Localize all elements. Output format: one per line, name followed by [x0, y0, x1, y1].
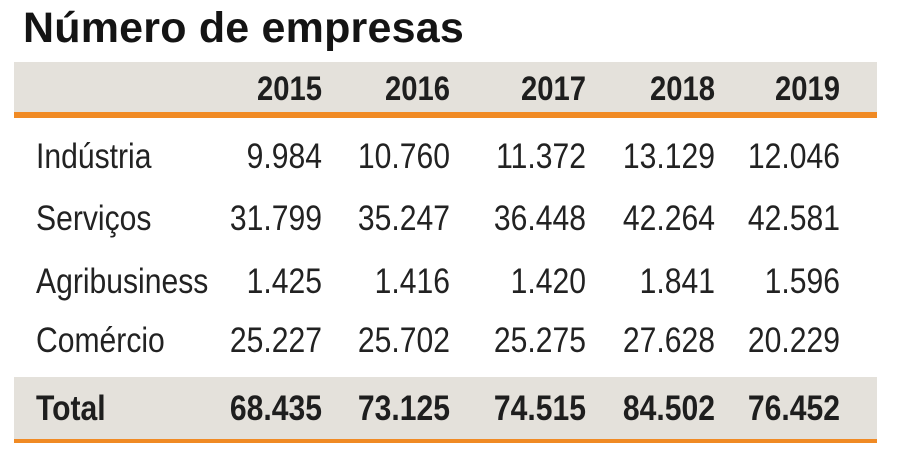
table-row-servicos: Serviços 31.799 35.247 36.448 42.264 42.…: [14, 194, 877, 244]
total-cell: 84.502: [622, 389, 715, 428]
year-header-2017: 2017: [520, 70, 586, 108]
row-label: Agribusiness: [36, 262, 209, 301]
total-cell: 68.435: [229, 389, 322, 428]
table-cell: 1.596: [764, 262, 840, 301]
table-row-agribusiness: Agribusiness 1.425 1.416 1.420 1.841 1.5…: [14, 257, 877, 307]
year-header-2019: 2019: [774, 70, 840, 108]
year-header-2015: 2015: [256, 70, 322, 108]
table-cell: 31.799: [229, 199, 322, 238]
table-cell: 12.046: [747, 137, 840, 176]
table-cell: 42.264: [622, 199, 715, 238]
bottom-orange-rule: [14, 439, 877, 443]
header-orange-rule: [14, 112, 877, 118]
table-cell: 36.448: [493, 199, 586, 238]
table-row-total: Total 68.435 73.125 74.515 84.502 76.452: [14, 384, 877, 434]
table-cell: 10.760: [357, 137, 450, 176]
table-header-row: 2015 2016 2017 2018 2019: [14, 64, 877, 114]
page-title: Número de empresas: [23, 4, 464, 52]
table-cell: 1.841: [639, 262, 715, 301]
year-header-2018: 2018: [649, 70, 715, 108]
table-cell: 1.416: [374, 262, 450, 301]
row-label: Comércio: [36, 321, 165, 360]
table-row-comercio: Comércio 25.227 25.702 25.275 27.628 20.…: [14, 316, 877, 366]
table-cell: 1.420: [510, 262, 586, 301]
table-cell: 1.425: [246, 262, 322, 301]
header-band: [14, 62, 877, 112]
total-label: Total: [36, 389, 106, 428]
table-cell: 11.372: [496, 137, 586, 176]
total-cell: 74.515: [493, 389, 586, 428]
table-cell: 27.628: [622, 321, 715, 360]
table-cell: 13.129: [622, 137, 715, 176]
total-band: [14, 377, 877, 439]
table-cell: 25.702: [357, 321, 450, 360]
total-cell: 76.452: [747, 389, 840, 428]
table-cell: 25.227: [229, 321, 322, 360]
total-cell: 73.125: [357, 389, 450, 428]
row-label: Serviços: [36, 199, 152, 238]
table-cell: 25.275: [493, 321, 586, 360]
table-row-industria: Indústria 9.984 10.760 11.372 13.129 12.…: [14, 132, 877, 182]
table-cell: 35.247: [357, 199, 450, 238]
year-header-2016: 2016: [384, 70, 450, 108]
table-cell: 20.229: [747, 321, 840, 360]
row-label: Indústria: [36, 137, 152, 176]
table-cell: 42.581: [747, 199, 840, 238]
table-cell: 9.984: [246, 137, 322, 176]
